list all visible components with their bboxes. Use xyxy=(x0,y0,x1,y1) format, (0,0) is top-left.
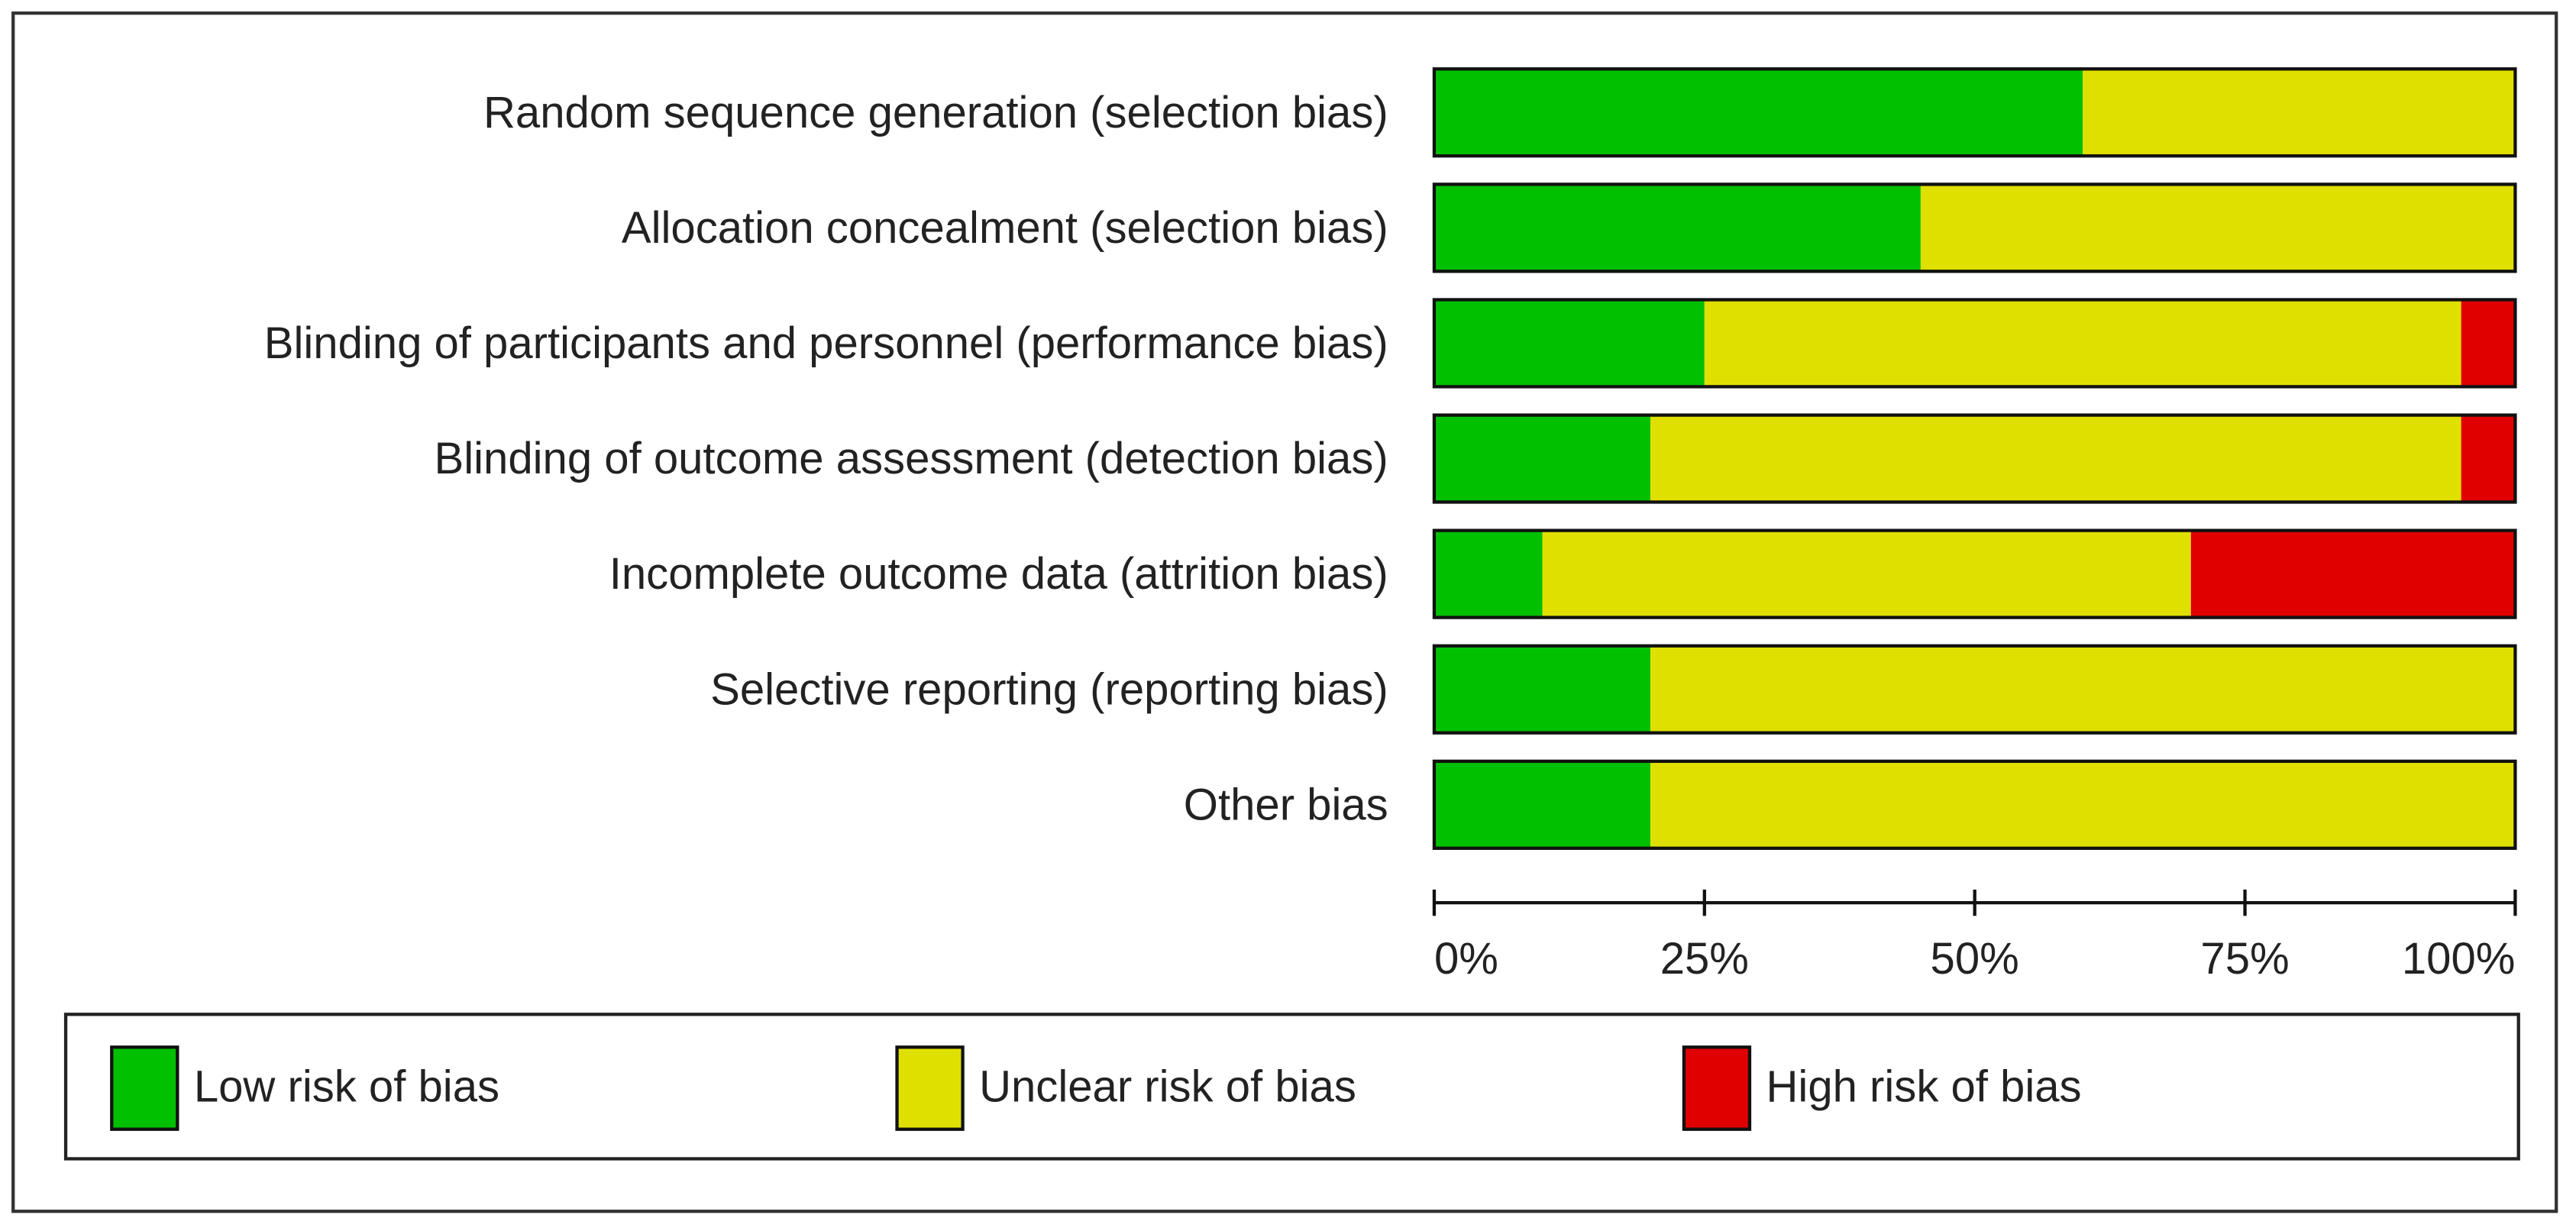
bar-segment xyxy=(2461,299,2516,387)
category-label: Random sequence generation (selection bi… xyxy=(483,88,1388,137)
legend-swatch xyxy=(110,1045,179,1131)
bar-segment xyxy=(1542,530,2191,618)
legend-swatch xyxy=(895,1045,965,1131)
bar-segment xyxy=(2190,530,2516,618)
category-label: Other bias xyxy=(1184,780,1388,829)
x-tick-label: 100% xyxy=(2402,934,2516,984)
legend-frame xyxy=(63,1013,2520,1161)
bar-segment xyxy=(2461,415,2516,502)
bar-segment xyxy=(1704,299,2461,387)
x-tick-label: 50% xyxy=(1931,934,2019,984)
bar-outline xyxy=(1432,413,2517,504)
bar-outline xyxy=(1432,759,2517,850)
category-label: Blinding of outcome assessment (detectio… xyxy=(435,434,1388,483)
bar-outline xyxy=(1432,67,2517,158)
bar-segment xyxy=(1433,299,1705,387)
bar-segment xyxy=(1433,645,1651,733)
bar-outline xyxy=(1432,644,2517,735)
bar-segment xyxy=(1650,645,2516,733)
category-label: Allocation concealment (selection bias) xyxy=(622,203,1388,253)
x-tick-label: 75% xyxy=(2200,934,2289,984)
category-label: Blinding of participants and personnel (… xyxy=(264,318,1388,368)
category-label: Incomplete outcome data (attrition bias) xyxy=(609,549,1388,599)
bar-segment xyxy=(1650,761,2516,848)
bar-segment xyxy=(1433,530,1543,618)
bar-outline xyxy=(1432,183,2517,273)
bar-segment xyxy=(1920,184,2516,272)
legend-label: Unclear risk of bias xyxy=(979,1062,1356,1112)
legend-label: High risk of bias xyxy=(1766,1062,2081,1112)
bar-outline xyxy=(1432,528,2517,619)
bar-segment xyxy=(2083,69,2516,157)
bar-segment xyxy=(1650,415,2461,502)
x-tick-label: 0% xyxy=(1434,934,1498,984)
x-tick-label: 25% xyxy=(1660,934,1749,984)
bar-segment xyxy=(1433,184,1921,272)
bar-segment xyxy=(1433,69,2083,157)
bar-outline xyxy=(1432,298,2517,389)
legend-swatch xyxy=(1682,1045,1752,1131)
bar-segment xyxy=(1433,415,1651,502)
category-label: Selective reporting (reporting bias) xyxy=(710,664,1388,714)
legend-label: Low risk of bias xyxy=(194,1062,499,1112)
bar-segment xyxy=(1433,761,1651,848)
